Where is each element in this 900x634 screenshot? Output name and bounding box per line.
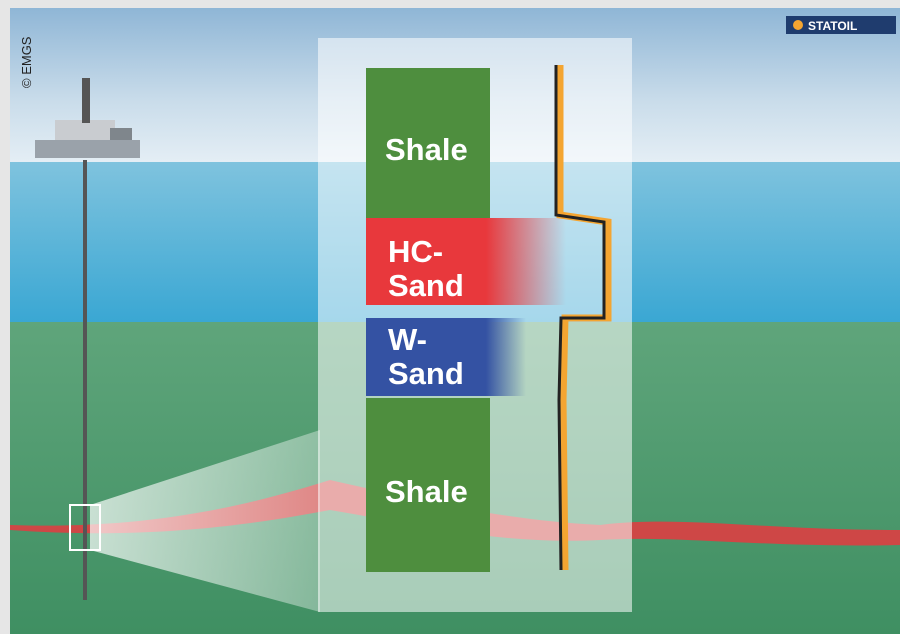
layer-shale — [366, 68, 490, 218]
logo-bg — [786, 16, 896, 34]
zoom-funnel — [90, 430, 320, 612]
layer-label: HC- — [388, 234, 443, 269]
logo-mark — [793, 20, 803, 30]
layer-w-sand — [366, 318, 526, 396]
layer-label: Shale — [385, 474, 468, 509]
rig — [35, 78, 140, 158]
layer-label: W- — [388, 322, 427, 357]
layer-label: Sand — [388, 356, 464, 391]
resistivity-log — [554, 65, 606, 571]
zoom-box — [69, 504, 101, 551]
logo: STATOIL — [808, 19, 857, 33]
layer-shale — [366, 398, 490, 572]
layer-label: Shale — [385, 132, 468, 167]
layer-hc-sand — [366, 218, 566, 305]
credit: © EMGS — [19, 36, 34, 88]
layer-label: Sand — [388, 268, 464, 303]
